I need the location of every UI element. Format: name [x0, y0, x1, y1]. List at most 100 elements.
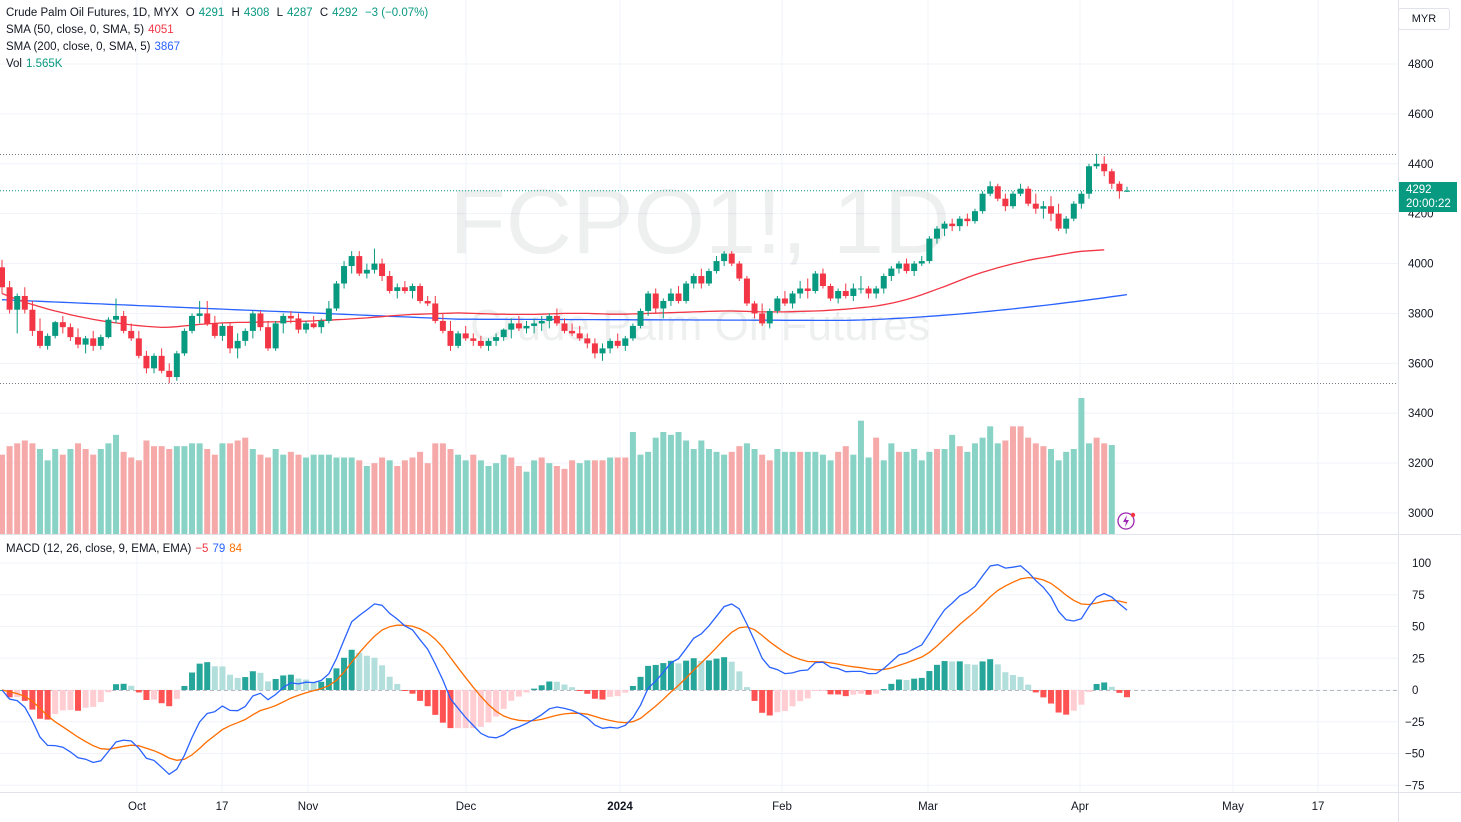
- macd-tick-label: 25: [1412, 653, 1425, 665]
- price-tick-label: 3400: [1408, 408, 1434, 420]
- volume-bar: [759, 454, 766, 534]
- volume-bar: [52, 449, 59, 534]
- candle-body: [926, 238, 933, 262]
- macd-histogram-bar: [553, 681, 560, 690]
- candle-body: [386, 276, 393, 291]
- volume-bar: [432, 443, 439, 534]
- volume-bar: [120, 451, 127, 534]
- volume-bar: [652, 437, 659, 534]
- macd-line: [1, 564, 1128, 776]
- candle-body: [173, 353, 180, 378]
- candle-body: [994, 186, 1001, 199]
- candle-body: [569, 330, 576, 334]
- sma50-value: 4051: [148, 24, 174, 36]
- macd-histogram-bar: [941, 661, 948, 690]
- macd-histogram-bar: [356, 652, 363, 690]
- candle-body: [265, 327, 272, 349]
- candle-body: [865, 288, 872, 294]
- volume-bar: [933, 449, 940, 534]
- volume-bar: [865, 457, 872, 534]
- candle-body: [842, 290, 849, 296]
- candle-body: [987, 186, 994, 194]
- candle-body: [37, 330, 44, 346]
- volume-bar: [781, 451, 788, 534]
- candle-body: [1116, 183, 1123, 192]
- candle-body: [531, 323, 538, 326]
- macd-histogram-bar: [500, 690, 507, 709]
- candle-body: [690, 276, 697, 284]
- macd-histogram-bar: [318, 681, 325, 690]
- volume-bar: [637, 454, 644, 534]
- candle-body: [485, 340, 492, 346]
- volume-bar: [6, 446, 13, 534]
- macd-histogram-bar: [698, 660, 705, 690]
- candle-body: [607, 340, 614, 349]
- candle-body: [941, 223, 948, 229]
- candle-body: [1085, 166, 1092, 194]
- volume-bar: [424, 463, 431, 534]
- volume-bar: [584, 460, 591, 534]
- volume-bar: [873, 437, 880, 534]
- macd-histogram-bar: [90, 690, 97, 707]
- macd-histogram-bar: [128, 685, 135, 690]
- volume-bar: [1017, 426, 1024, 534]
- volume-bar: [470, 454, 477, 534]
- macd-label: MACD (12, 26, close, 9, EMA, EMA): [6, 543, 192, 555]
- macd-histogram-bar: [219, 666, 226, 690]
- macd-histogram-bar: [280, 675, 287, 690]
- macd-histogram-bar: [721, 657, 728, 690]
- macd-histogram-bar: [257, 672, 264, 690]
- volume-bar: [82, 449, 89, 534]
- macd-histogram-bar: [432, 690, 439, 715]
- volume-bar: [455, 454, 462, 534]
- volume-bar: [21, 440, 28, 534]
- sma200-legend[interactable]: SMA (200, close, 0, SMA, 5) 3867: [6, 39, 184, 56]
- candle-body: [500, 329, 507, 338]
- candle-body: [812, 273, 819, 291]
- time-tick-label: Nov: [298, 801, 319, 813]
- candle-body: [956, 218, 963, 227]
- candle-body: [401, 287, 408, 291]
- macd-histogram-bar: [371, 657, 378, 690]
- macd-tick-label: 0: [1412, 685, 1418, 697]
- time-tick-label: 2024: [607, 801, 633, 813]
- volume-bar: [1032, 443, 1039, 534]
- volume-bar: [166, 449, 173, 534]
- sma50-legend[interactable]: SMA (50, close, 0, SMA, 5) 4051: [6, 22, 178, 39]
- candle-body: [850, 288, 857, 296]
- candle-body: [873, 288, 880, 294]
- macd-histogram-bar: [842, 690, 849, 697]
- candle-body: [151, 355, 158, 369]
- candle-body: [432, 303, 439, 321]
- macd-histogram-bar: [804, 690, 811, 699]
- volume-bar: [341, 457, 348, 534]
- candle-body: [888, 268, 895, 277]
- volume-bar: [386, 460, 393, 534]
- time-tick-label: 17: [216, 801, 229, 813]
- candle-body: [303, 323, 310, 330]
- volume-bar: [348, 457, 355, 534]
- macd-histogram-bar: [599, 690, 606, 700]
- currency-button[interactable]: MYR: [1398, 8, 1450, 30]
- volume-bar: [607, 457, 614, 534]
- candle-body: [211, 323, 218, 336]
- candle-body: [698, 276, 705, 284]
- candle-body: [120, 315, 127, 331]
- candle-body: [827, 286, 834, 299]
- volume-bar: [508, 457, 515, 534]
- macd-tick-label: −25: [1405, 717, 1425, 729]
- volume-bar: [591, 460, 598, 534]
- legend-high: 4308: [243, 7, 270, 19]
- macd-histogram-bar: [379, 665, 386, 690]
- macd-histogram-bar: [895, 679, 902, 690]
- candle-body: [409, 286, 416, 291]
- macd-histogram-bar: [607, 690, 614, 697]
- volume-bar: [272, 449, 279, 534]
- candle-body: [493, 337, 500, 341]
- volume-bar: [1055, 460, 1062, 534]
- price-tick-label: 4800: [1408, 59, 1434, 71]
- candle-body: [128, 330, 135, 339]
- macd-legend[interactable]: MACD (12, 26, close, 9, EMA, EMA) −5 79 84: [6, 541, 246, 558]
- vol-legend[interactable]: Vol 1.565K: [6, 56, 66, 73]
